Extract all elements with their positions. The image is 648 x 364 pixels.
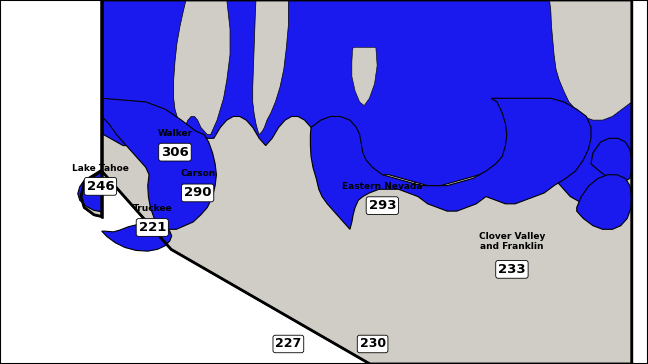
Polygon shape [577,175,632,229]
Polygon shape [174,0,230,135]
Text: Carson: Carson [180,169,215,178]
Text: 290: 290 [184,186,211,199]
Text: 227: 227 [275,337,301,351]
Polygon shape [102,98,216,229]
Text: 306: 306 [161,146,189,159]
Text: Truckee: Truckee [132,204,172,213]
Polygon shape [352,47,377,106]
Text: 233: 233 [498,263,526,276]
Text: Walker: Walker [157,129,192,138]
Text: 230: 230 [360,337,386,351]
Polygon shape [310,98,591,229]
Text: Lake Tahoe: Lake Tahoe [72,164,129,173]
Text: Eastern Nevada: Eastern Nevada [342,182,422,191]
Polygon shape [78,169,102,212]
Text: 293: 293 [369,199,396,212]
Text: 221: 221 [139,221,166,234]
Text: Clover Valley
and Franklin: Clover Valley and Franklin [479,232,545,251]
Polygon shape [102,0,632,204]
Polygon shape [253,0,288,135]
Polygon shape [591,138,632,182]
Polygon shape [81,0,632,364]
Text: 246: 246 [87,180,114,193]
Polygon shape [102,224,172,251]
Polygon shape [544,0,632,120]
